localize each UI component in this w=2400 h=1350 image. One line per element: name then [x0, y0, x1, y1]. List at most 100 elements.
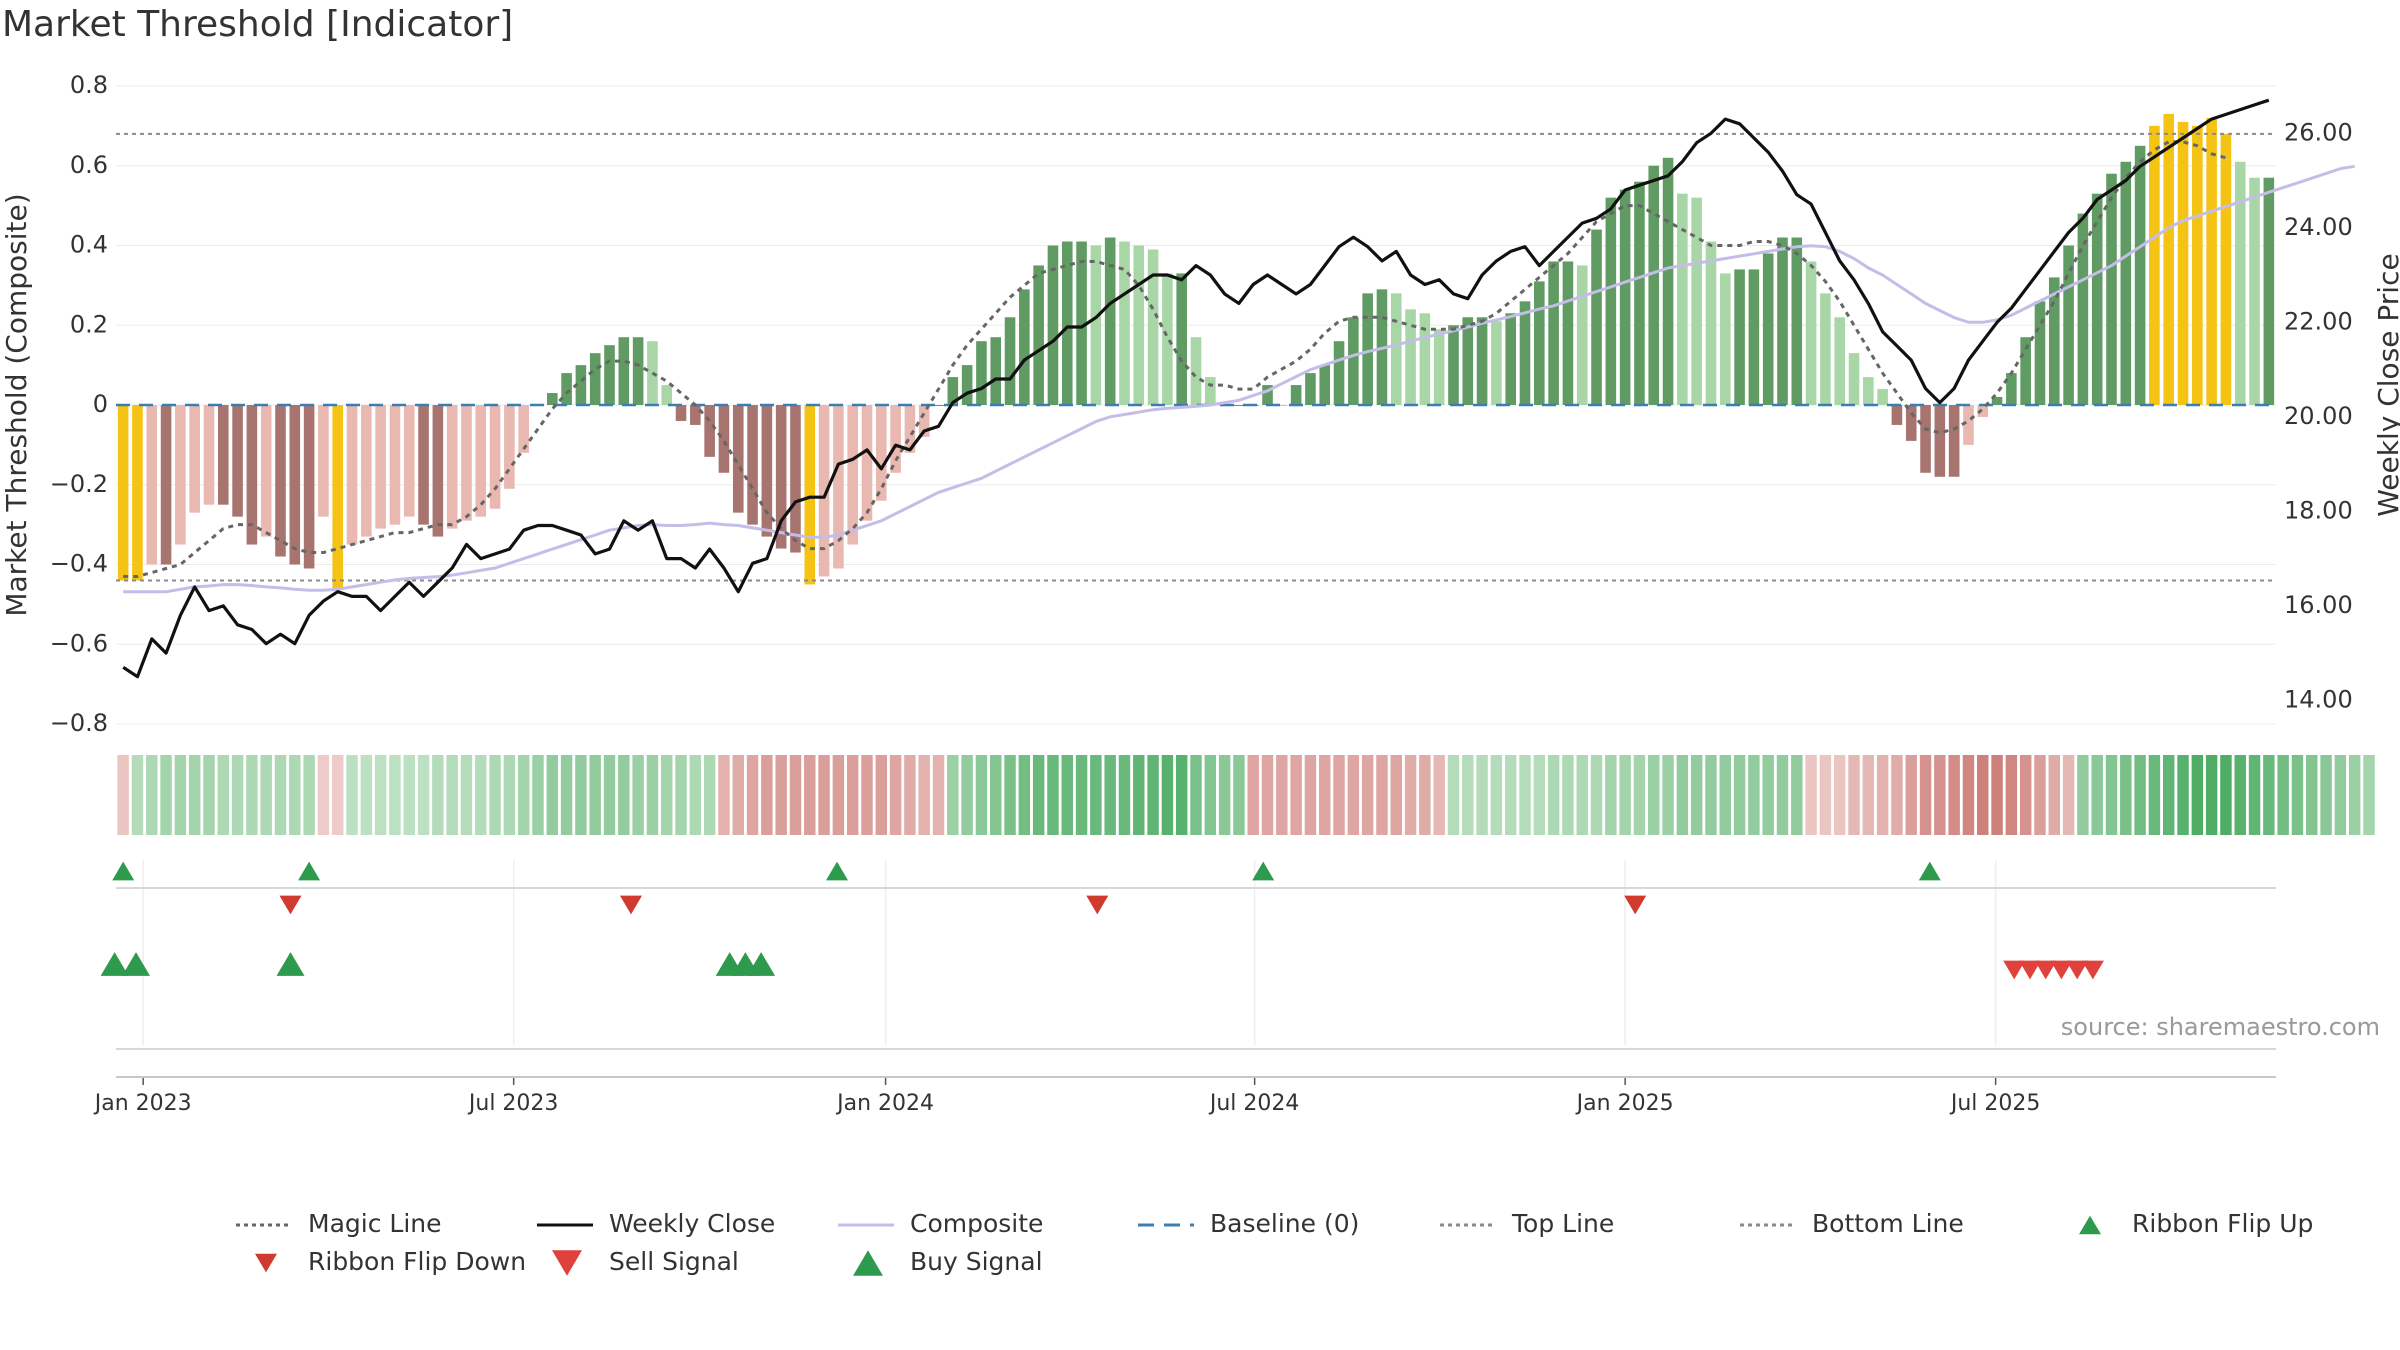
ribbon-cell: [274, 755, 287, 835]
composite-bar: [2063, 245, 2074, 405]
composite-bar: [418, 405, 429, 525]
ribbon-cell: [2334, 755, 2347, 835]
composite-bar: [1348, 317, 1359, 405]
ribbon-cell: [990, 755, 1002, 835]
ribbon-cell: [2234, 755, 2246, 835]
composite-bar: [1762, 253, 1774, 405]
ribbon-cell: [1605, 755, 1617, 835]
composite-bar: [1934, 405, 1946, 477]
composite-bar: [890, 405, 901, 473]
y-tick-label: 0.8: [70, 71, 108, 99]
magic-line: [123, 140, 2227, 578]
composite-bar: [561, 373, 572, 405]
buy-signal-marker: [100, 952, 129, 976]
legend-label: Composite: [910, 1209, 1043, 1238]
ribbon-cell: [618, 755, 630, 835]
legend-item: Baseline (0): [1138, 1209, 1359, 1238]
ribbon-cell: [1476, 755, 1488, 835]
ribbon-cell: [2291, 755, 2304, 835]
legend-item: Weekly Close: [537, 1209, 775, 1238]
composite-bar: [661, 385, 673, 405]
ribbon-cell: [2048, 755, 2060, 835]
legend-swatch: [853, 1250, 883, 1276]
ribbon-cell: [675, 755, 687, 835]
composite-bar: [1777, 237, 1788, 405]
composite-bar: [318, 405, 329, 517]
signal-markers: [100, 861, 2104, 980]
sell-signal-marker: [2003, 960, 2026, 980]
composite-bar: [175, 405, 186, 545]
composite-bar: [1677, 193, 1688, 405]
ribbon-cell: [1061, 755, 1073, 835]
composite-bar: [1333, 341, 1345, 405]
ribbon-cell: [1648, 755, 1660, 835]
ribbon-cell: [661, 755, 673, 835]
ribbon-cell: [489, 755, 501, 835]
ribbon-cell: [1133, 755, 1145, 835]
ribbon-cell: [775, 755, 787, 835]
ribbon-cell: [546, 755, 559, 835]
ribbon-cell: [589, 755, 601, 835]
composite-bar: [1262, 385, 1273, 405]
composite-bar: [1991, 397, 2003, 405]
composite-bar: [1905, 405, 1917, 441]
ribbon-cell: [1919, 755, 1932, 835]
ribbon-cell: [1690, 755, 1703, 835]
ribbon-cell: [1619, 755, 1631, 835]
ribbon-cell: [1376, 755, 1388, 835]
composite-bar: [1634, 181, 1645, 405]
composite-bar: [1891, 405, 1903, 425]
ribbon-cell: [532, 755, 544, 835]
ribbon-cell: [517, 755, 530, 835]
source-note: source: sharemaestro.com: [2060, 1013, 2380, 1041]
legend-label: Baseline (0): [1210, 1209, 1359, 1238]
ribbon-cell: [1075, 755, 1088, 835]
composite-bar: [2006, 373, 2017, 405]
composite-bar: [375, 405, 386, 529]
composite-bar: [1419, 313, 1431, 405]
composite-bar: [1519, 301, 1531, 405]
ribbon-flip-down-marker: [279, 895, 302, 915]
legend-label: Ribbon Flip Down: [308, 1247, 526, 1276]
y-tick-label: 0.4: [70, 231, 108, 259]
x-tick-label: Jul 2023: [467, 1091, 559, 1116]
ribbon-cell: [2134, 755, 2146, 835]
buy-signal-marker: [276, 952, 305, 976]
composite-bar: [546, 393, 558, 405]
ribbon-cell: [2105, 755, 2118, 835]
ribbon-cell: [360, 755, 373, 835]
legend-label: Top Line: [1511, 1209, 1614, 1238]
ribbon-cell: [2062, 755, 2075, 835]
chart-title: Market Threshold [Indicator]: [2, 4, 514, 45]
y-tick-label: −0.2: [50, 470, 108, 498]
ribbon-cell: [2277, 755, 2289, 835]
composite-bar: [1004, 317, 1016, 405]
composite-bar: [260, 405, 272, 537]
composite-bar: [1548, 261, 1559, 405]
ribbon-cell: [1905, 755, 1917, 835]
ribbon-cell: [417, 755, 430, 835]
composite-bar: [403, 405, 415, 517]
ribbon-cell: [289, 755, 301, 835]
ribbon-cell: [203, 755, 215, 835]
composite-bar: [575, 365, 587, 405]
ribbon-cell: [1748, 755, 1760, 835]
composite-bar: [2134, 145, 2146, 405]
composite-bar: [2220, 133, 2232, 405]
composite-bar: [461, 405, 472, 521]
sell-signal-marker: [2050, 960, 2073, 980]
ribbon-cell: [1776, 755, 1789, 835]
ribbon-cell: [1333, 755, 1345, 835]
ribbon-cell: [2120, 755, 2132, 835]
composite-bar: [189, 405, 200, 513]
composite-bar: [804, 405, 816, 585]
ribbon-cell: [646, 755, 659, 835]
composite-bar: [389, 405, 401, 525]
ribbon-cell: [1876, 755, 1889, 835]
sell-signal-marker: [2019, 960, 2041, 980]
y2-tick-label: 18.00: [2284, 496, 2353, 524]
composite-bar: [446, 405, 458, 529]
composite-bar: [1290, 385, 1302, 405]
ribbon-cell: [1419, 755, 1431, 835]
